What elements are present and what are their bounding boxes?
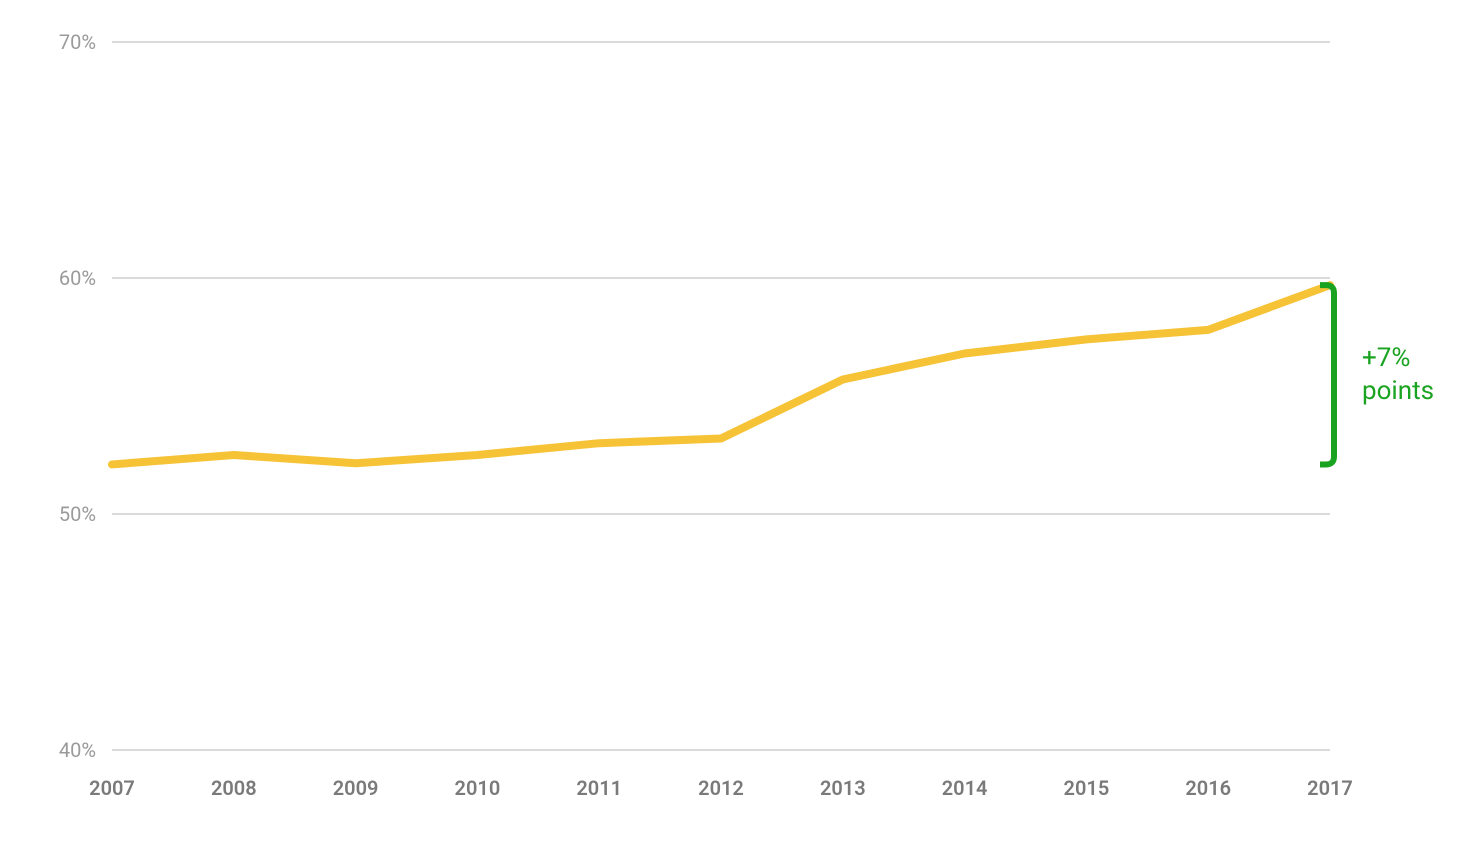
delta-annotation-line1: +7%	[1362, 342, 1434, 375]
x-tick-label-6: 2013	[820, 776, 866, 800]
x-tick-label-7: 2014	[942, 776, 988, 800]
x-tick-label-9: 2016	[1185, 776, 1231, 800]
y-tick-label-0: 40%	[0, 738, 96, 762]
x-tick-label-0: 2007	[89, 776, 135, 800]
series-main-line	[112, 285, 1330, 464]
x-tick-label-10: 2017	[1307, 776, 1353, 800]
x-tick-label-3: 2010	[455, 776, 501, 800]
x-tick-label-1: 2008	[211, 776, 257, 800]
y-tick-label-1: 50%	[0, 502, 96, 526]
delta-annotation: +7% points	[1362, 342, 1434, 407]
chart-container: 40% 50% 60% 70% 2007 2008 2009 2010 2011…	[0, 0, 1465, 841]
x-tick-label-4: 2011	[576, 776, 622, 800]
x-tick-label-8: 2015	[1064, 776, 1110, 800]
y-tick-label-3: 70%	[0, 30, 96, 54]
delta-annotation-line2: points	[1362, 375, 1434, 408]
line-chart-svg	[0, 0, 1465, 841]
y-tick-label-2: 60%	[0, 266, 96, 290]
x-tick-label-5: 2012	[698, 776, 744, 800]
annotation-bracket	[1320, 285, 1334, 464]
x-tick-label-2: 2009	[333, 776, 379, 800]
